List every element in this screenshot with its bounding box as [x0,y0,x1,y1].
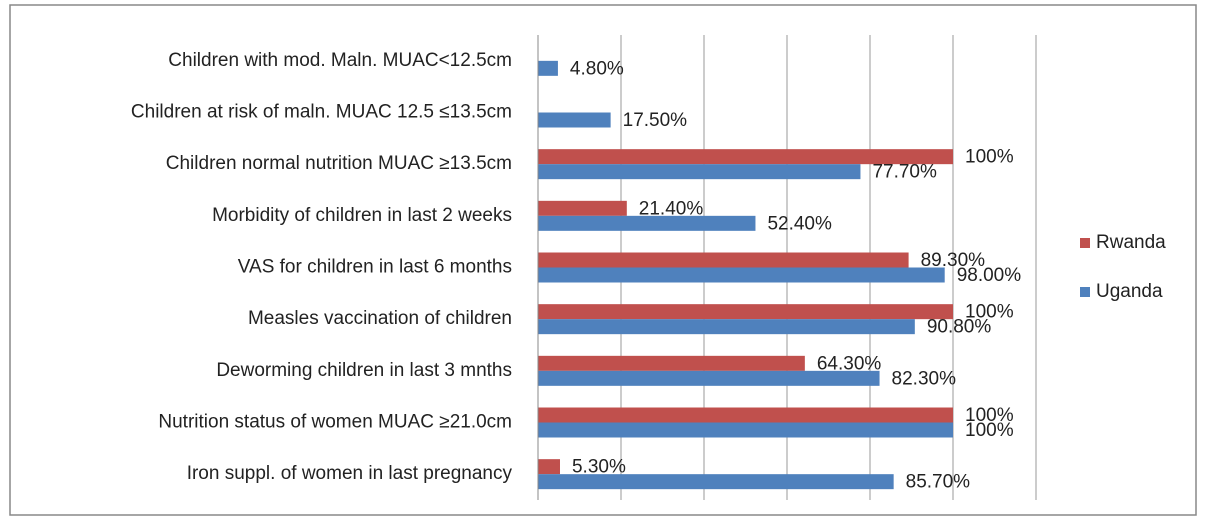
y-tick-label: Iron suppl. of women in last pregnancy [187,463,513,484]
y-tick-label: Measles vaccination of children [248,308,512,329]
legend-swatch [1080,287,1090,297]
bar [538,304,953,320]
data-label: 82.30% [892,368,957,389]
data-label: 89.30% [921,250,986,271]
data-label: 90.80% [927,317,992,338]
bar [538,267,945,283]
data-label: 100% [965,147,1014,168]
data-label: 100% [965,405,1014,426]
data-label: 5.30% [572,457,626,478]
data-label: 100% [965,420,1014,441]
data-label: 4.80% [570,58,624,79]
bar [538,112,611,128]
bar [538,215,756,231]
bar [538,60,558,76]
y-tick-label: Children normal nutrition MUAC ≥13.5cm [166,153,512,174]
bar [538,407,953,423]
data-label: 85.70% [906,472,971,493]
y-tick-label: Deworming children in last 3 mnths [216,360,512,381]
bar [538,164,861,180]
bar [538,474,894,490]
legend-swatch [1080,238,1090,248]
data-label: 98.00% [957,265,1022,286]
y-tick-label: Morbidity of children in last 2 weeks [212,205,512,226]
bar [538,200,627,216]
bar [538,149,953,165]
data-label: 21.40% [639,198,704,219]
y-tick-label: Children with mod. Maln. MUAC<12.5cm [168,50,512,71]
legend-label: Rwanda [1096,232,1166,253]
y-tick-label: Nutrition status of women MUAC ≥21.0cm [158,412,512,433]
bar [538,422,953,438]
y-tick-label: Children at risk of maln. MUAC 12.5 ≤13.… [131,102,512,123]
bar [538,319,915,335]
data-label: 64.30% [817,353,882,374]
bar [538,370,880,386]
y-tick-label: VAS for children in last 6 months [238,257,512,278]
bar [538,252,909,268]
bar [538,355,805,371]
data-label: 17.50% [623,110,688,131]
data-label: 100% [965,302,1014,323]
data-label: 77.70% [872,162,937,183]
bar [538,459,560,475]
data-label: 52.40% [767,213,832,234]
legend-label: Uganda [1096,281,1163,302]
